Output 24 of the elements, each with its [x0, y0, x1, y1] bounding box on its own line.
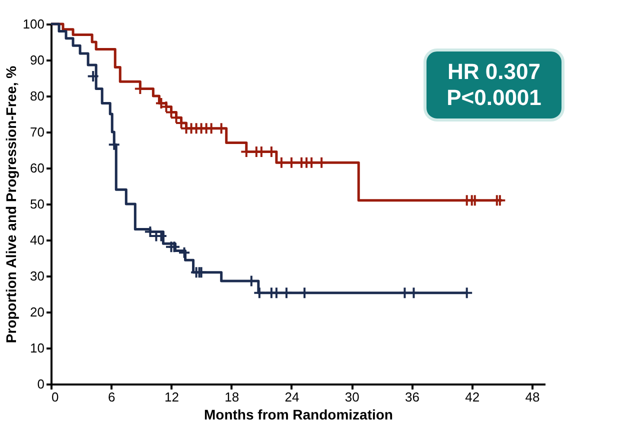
x-tick-label: 24 — [284, 390, 300, 404]
y-tick-label: 20 — [30, 304, 44, 320]
y-tick-label: 70 — [30, 124, 44, 140]
y-tick-label: 0 — [37, 376, 44, 392]
annotation: P<0.0001 — [446, 85, 542, 110]
y-tick-label: 10 — [30, 340, 44, 356]
x-tick-label: 18 — [224, 390, 240, 404]
annotation: HR 0.307 — [448, 59, 540, 84]
y-tick-label: 60 — [30, 160, 44, 176]
y-tick-label: 50 — [30, 196, 44, 212]
y-tick-label: 40 — [30, 232, 44, 248]
x-axis-title: Months from Randomization — [204, 406, 393, 422]
x-tick-label: 6 — [108, 390, 116, 404]
x-tick-label: 12 — [164, 390, 179, 404]
y-axis-title: Proportion Alive and Progression-Free, % — [2, 65, 19, 344]
y-tick-label: 80 — [30, 88, 44, 104]
x-tick-label: 48 — [525, 390, 540, 404]
y-tick-label: 100 — [22, 16, 44, 32]
x-tick-label: 36 — [404, 390, 420, 404]
y-tick-label: 90 — [30, 52, 44, 68]
y-tick-label: 30 — [30, 268, 44, 284]
x-tick-label: 30 — [344, 390, 360, 404]
x-tick-label: 0 — [52, 390, 59, 404]
x-tick-label: 42 — [465, 390, 480, 404]
